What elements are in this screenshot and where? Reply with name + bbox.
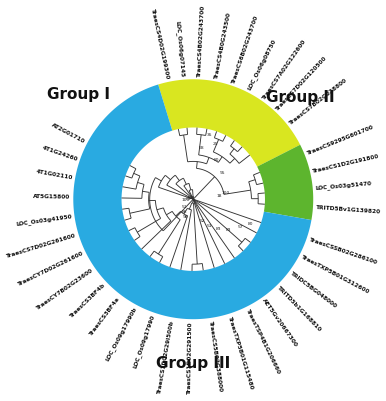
Text: 100: 100	[221, 191, 229, 195]
Text: TRITD5Bv1G139820: TRITD5Bv1G139820	[315, 205, 381, 215]
Text: 100: 100	[181, 198, 190, 203]
Text: TraesTSP4B1G206660: TraesTSP4B1G206660	[245, 308, 281, 375]
Text: LOC_Os09g17990: LOC_Os09g17990	[132, 314, 156, 369]
Text: TraesCS4D02G199300: TraesCS4D02G199300	[150, 8, 170, 80]
Text: TraesCS7B02G028800: TraesCS7B02G028800	[288, 77, 348, 126]
Text: 80: 80	[213, 158, 219, 162]
Text: 57: 57	[237, 225, 243, 229]
Text: TraesCS9295G601700: TraesCS9295G601700	[306, 124, 374, 156]
Text: LOC_Os03g51470: LOC_Os03g51470	[315, 181, 372, 191]
Text: AET5Gv20667300: AET5Gv20667300	[261, 298, 299, 348]
Text: Group III: Group III	[156, 356, 230, 371]
Text: 51: 51	[181, 205, 187, 209]
Text: 86: 86	[182, 211, 188, 215]
Text: LOC_Os09g17990b: LOC_Os09g17990b	[105, 306, 138, 363]
Text: TRITD5b1G168810: TRITD5b1G168810	[277, 286, 323, 333]
Text: TraesTXP5B01G115480: TraesTXP5B01G115480	[227, 316, 254, 391]
Text: TraesCS1D2G191800: TraesCS1D2G191800	[312, 154, 380, 174]
Text: TraesCS1D02G291500: TraesCS1D02G291500	[187, 322, 194, 394]
Text: 80: 80	[248, 222, 253, 226]
Text: 98: 98	[183, 215, 188, 219]
Polygon shape	[257, 145, 313, 220]
Text: TraesCS4B02G243700: TraesCS4B02G243700	[197, 4, 206, 77]
Text: 95: 95	[219, 171, 225, 175]
Text: 18: 18	[217, 194, 222, 198]
Polygon shape	[158, 79, 300, 167]
Text: 4T1G02110: 4T1G02110	[35, 169, 73, 180]
Text: 83: 83	[226, 228, 231, 232]
Text: TraesCY7D02G261600: TraesCY7D02G261600	[17, 251, 84, 287]
Text: LOC_Os06g08750: LOC_Os06g08750	[246, 38, 277, 91]
Text: 58: 58	[198, 146, 204, 150]
Polygon shape	[73, 85, 312, 319]
Text: TraesCS3BF4a: TraesCS3BF4a	[89, 296, 122, 336]
Text: 83: 83	[215, 227, 221, 231]
Text: TraesCS4B0G243500: TraesCS4B0G243500	[214, 12, 232, 79]
Text: TraesCS6B02G243700: TraesCS6B02G243700	[231, 14, 259, 84]
Text: LOC_Os06g07145: LOC_Os06g07145	[175, 20, 186, 77]
Text: 51: 51	[207, 224, 212, 228]
Text: TraesCS1D02G29l500b: TraesCS1D02G29l500b	[157, 320, 174, 394]
Text: LOC_Os03g41950: LOC_Os03g41950	[15, 213, 72, 227]
Text: TraesCS3BF4b: TraesCS3BF4b	[69, 283, 107, 319]
Text: 4T1G24260: 4T1G24260	[41, 145, 78, 162]
Text: TraesCS7D02G261600: TraesCS7D02G261600	[6, 233, 77, 259]
Text: 63: 63	[185, 196, 191, 200]
Text: TraesCSSB02G286100: TraesCSSB02G286100	[308, 237, 378, 265]
Text: TRIDC5BG048000: TRIDC5BG048000	[290, 271, 338, 309]
Text: TraesCS7D02G120500: TraesCS7D02G120500	[275, 55, 328, 111]
Text: Group I: Group I	[47, 87, 110, 102]
Text: TraesTXP5B01G312600: TraesTXP5B01G312600	[300, 255, 370, 295]
Text: TraesCS5B02G388000: TraesCS5B02G388000	[208, 320, 223, 392]
Text: Group II: Group II	[266, 90, 335, 105]
Text: AT2G01710: AT2G01710	[51, 122, 86, 144]
Text: TraesCS7A02G122600: TraesCS7A02G122600	[261, 38, 307, 100]
Text: 35: 35	[207, 133, 213, 137]
Text: AT5G15800: AT5G15800	[34, 194, 71, 200]
Text: 25: 25	[212, 142, 218, 146]
Text: 52: 52	[199, 219, 205, 223]
Text: TraesCY7B02G23600: TraesCY7B02G23600	[36, 267, 94, 311]
Text: 52: 52	[188, 196, 194, 200]
